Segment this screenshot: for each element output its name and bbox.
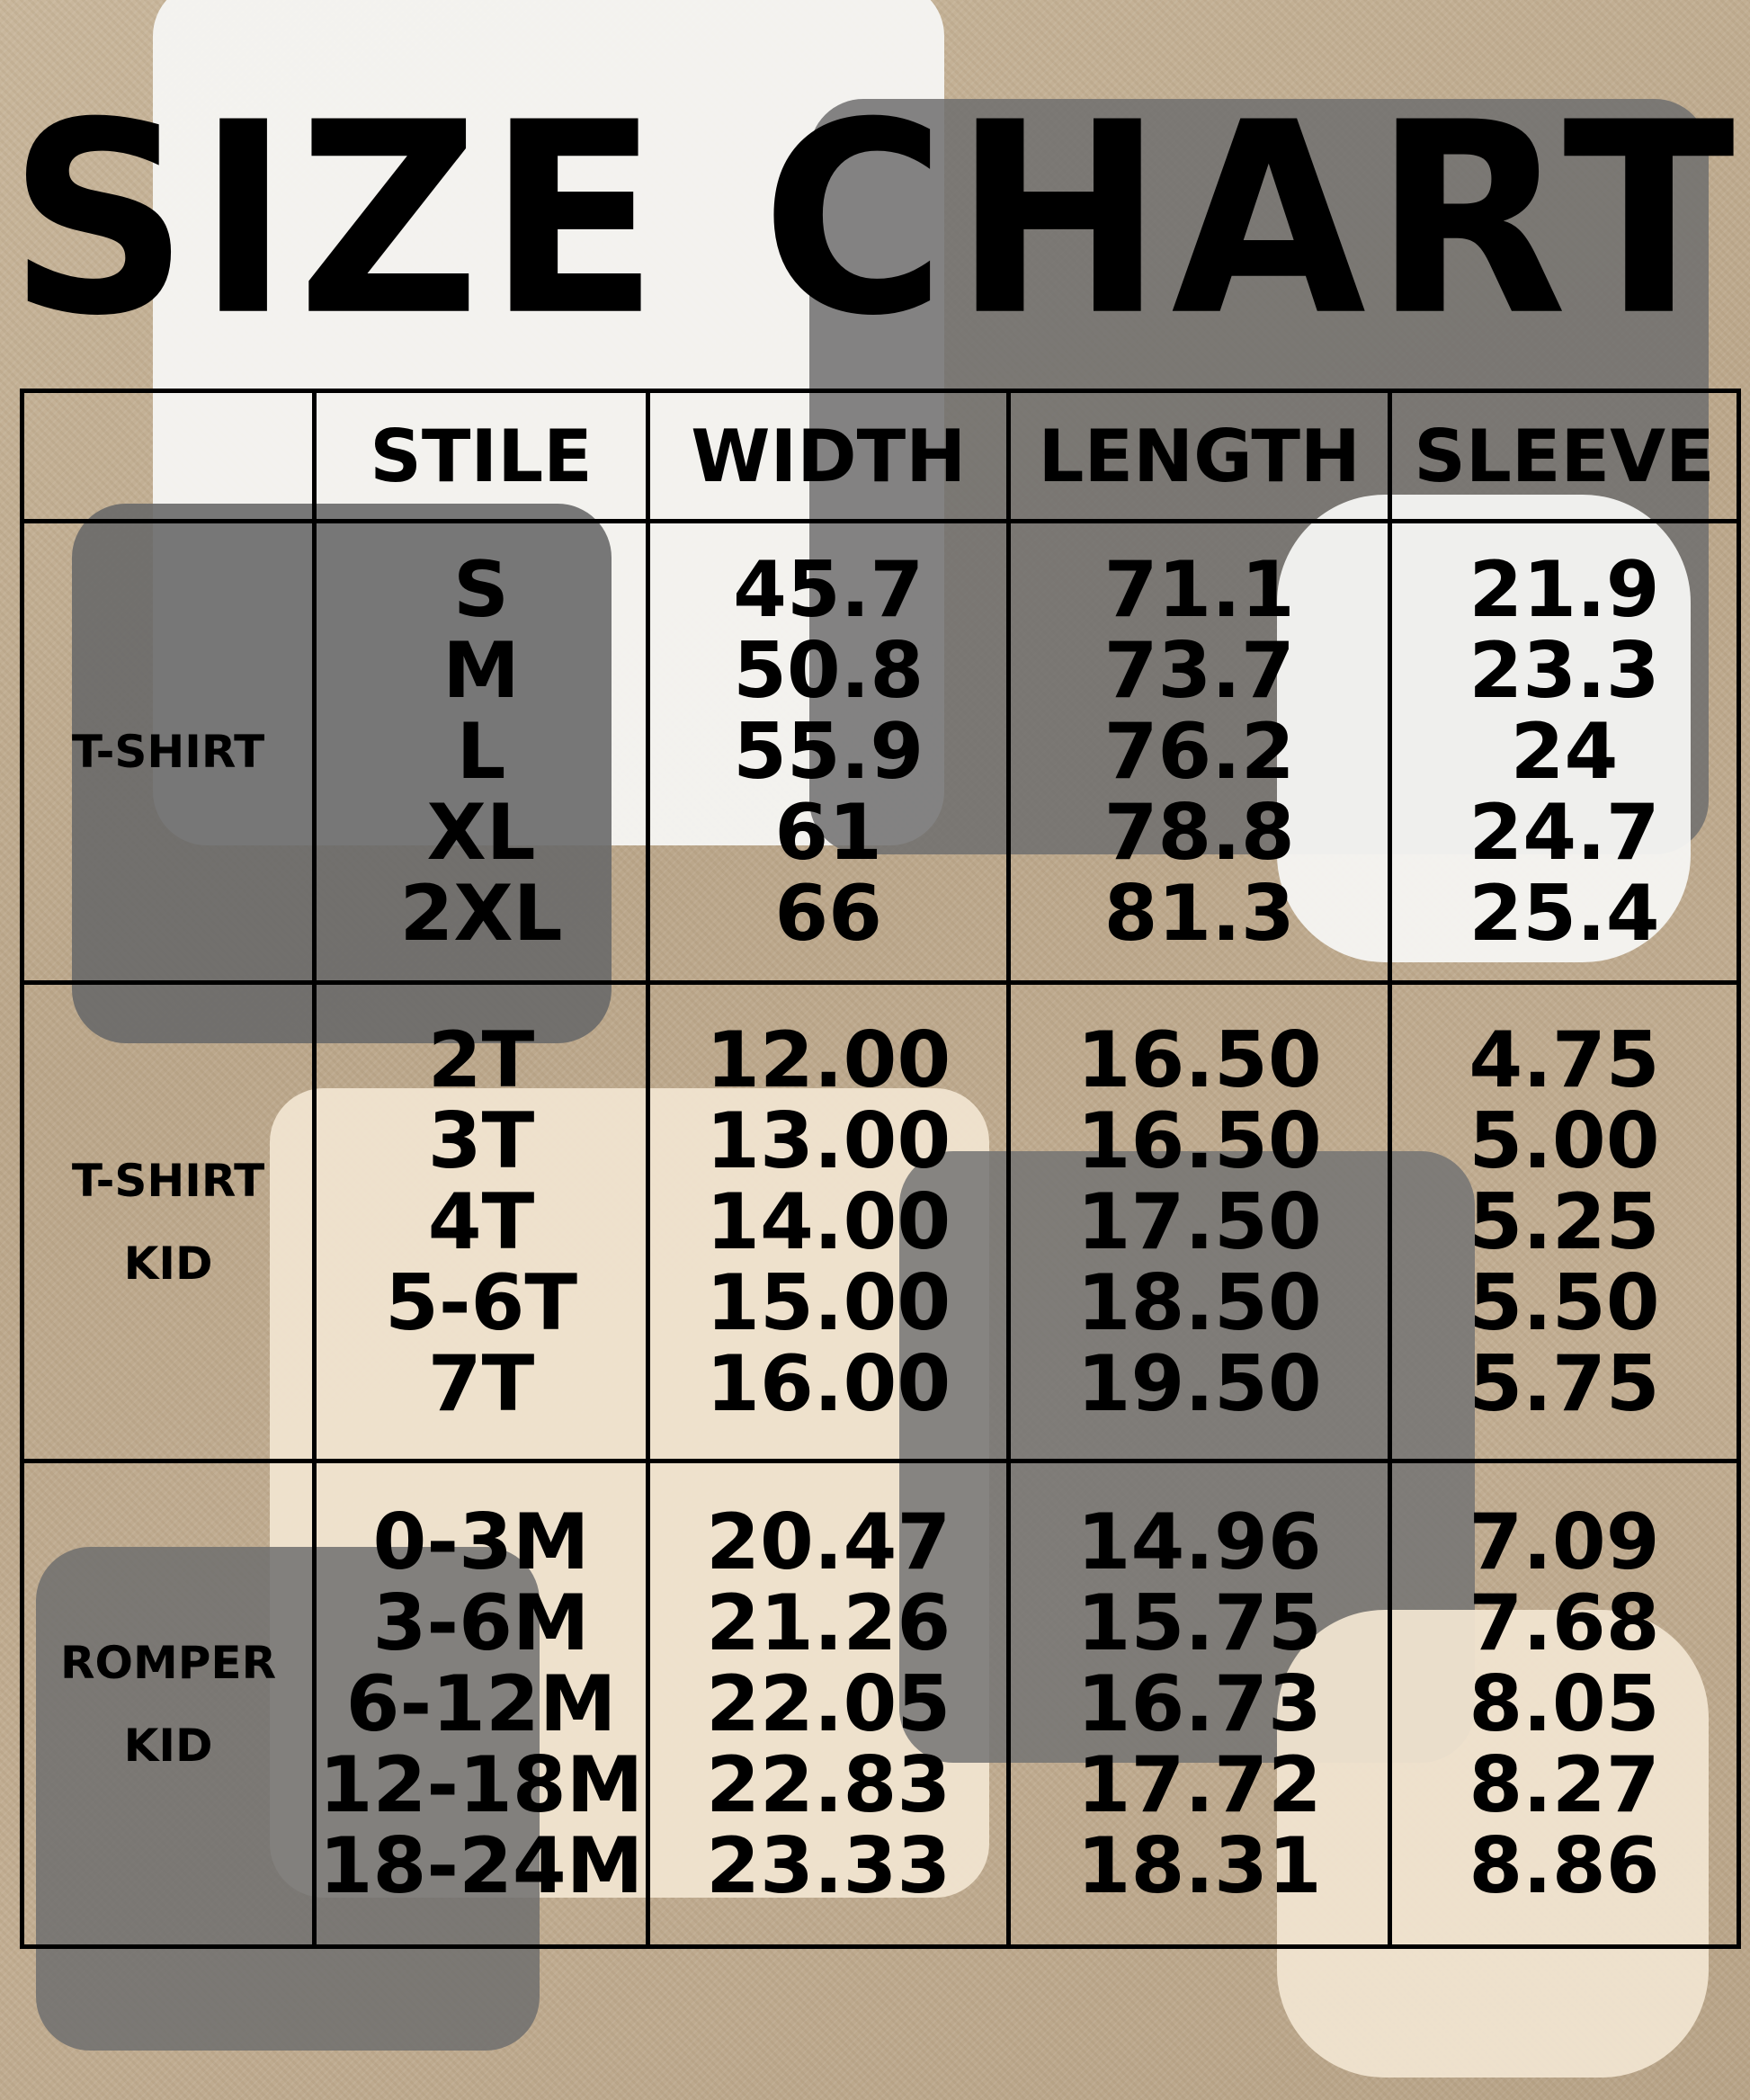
category-label: T-SHIRT (19, 519, 317, 985)
sleeve-value: 5.50 (1469, 1257, 1660, 1348)
sleeve-value: 24 (1510, 707, 1619, 797)
length-cell: 14.96 15.75 16.73 17.72 18.31 (1006, 1459, 1392, 1949)
length-value: 17.50 (1076, 1176, 1322, 1267)
category-text: ROMPER KID (60, 1636, 277, 1772)
width-value: 66 (774, 869, 883, 959)
length-value: 19.50 (1076, 1338, 1322, 1429)
width-cell: 12.00 13.00 14.00 15.00 16.00 (645, 980, 1012, 1463)
sizes-cell: 0-3M 3-6M 6-12M 12-18M 18-24M (312, 1459, 650, 1949)
width-cell: 45.7 50.8 55.9 61 66 (645, 519, 1012, 985)
table-row: T-SHIRT KID 2T 3T 4T 5-6T 7T 12.00 13.00 14.00 15… (19, 980, 1742, 1463)
table-row: T-SHIRT S M L XL 2XL 45.7 50.8 55.9 61 66 71.1 73.7 7… (19, 519, 1742, 985)
sleeve-value: 21.9 (1469, 545, 1660, 635)
sleeve-value: 5.00 (1469, 1095, 1660, 1186)
sizes-value: S (453, 545, 509, 635)
category-label: T-SHIRT KID (19, 980, 317, 1463)
column-header-sleeve: SLEEVE (1387, 389, 1742, 523)
sizes-value: L (456, 707, 506, 797)
length-value: 14.96 (1076, 1497, 1322, 1587)
width-value: 20.47 (706, 1497, 951, 1587)
sizes-value: 4T (427, 1176, 535, 1267)
width-value: 50.8 (733, 626, 924, 716)
length-value: 81.3 (1103, 869, 1295, 959)
width-value: 15.00 (706, 1257, 951, 1348)
sizes-value: 2XL (399, 869, 563, 959)
sleeve-value: 25.4 (1469, 869, 1660, 959)
sizes-value: M (442, 626, 520, 716)
width-value: 45.7 (733, 545, 924, 635)
column-header-width: WIDTH (645, 389, 1012, 523)
sizes-value: 5-6T (385, 1257, 578, 1348)
sleeve-value: 4.75 (1469, 1014, 1660, 1105)
length-value: 73.7 (1103, 626, 1295, 716)
width-value: 12.00 (706, 1014, 951, 1105)
sleeve-value: 23.3 (1469, 626, 1660, 716)
length-cell: 71.1 73.7 76.2 78.8 81.3 (1006, 519, 1392, 985)
sleeve-value: 8.86 (1469, 1820, 1660, 1911)
category-text: T-SHIRT (71, 726, 265, 778)
length-value: 16.50 (1076, 1014, 1322, 1105)
sizes-value: 12-18M (318, 1739, 644, 1830)
sizes-value: 0-3M (372, 1497, 590, 1587)
length-value: 18.50 (1076, 1257, 1322, 1348)
category-label: ROMPER KID (19, 1459, 317, 1949)
length-value: 76.2 (1103, 707, 1295, 797)
width-value: 16.00 (706, 1338, 951, 1429)
column-header-blank (19, 389, 317, 523)
sizes-value: 18-24M (318, 1820, 644, 1911)
width-value: 21.26 (706, 1577, 951, 1668)
sizes-cell: 2T 3T 4T 5-6T 7T (312, 980, 650, 1463)
column-header-stile: STILE (312, 389, 650, 523)
sizes-value: 6-12M (345, 1658, 617, 1749)
width-value: 23.33 (706, 1820, 951, 1911)
sleeve-cell: 21.9 23.3 24 24.7 25.4 (1387, 519, 1742, 985)
width-value: 22.05 (706, 1658, 951, 1749)
length-value: 16.73 (1076, 1658, 1322, 1749)
header-row: STILE WIDTH LENGTH SLEEVE (19, 389, 1742, 523)
length-value: 17.72 (1076, 1739, 1322, 1830)
length-cell: 16.50 16.50 17.50 18.50 19.50 (1006, 980, 1392, 1463)
width-value: 61 (774, 788, 883, 878)
sleeve-value: 5.75 (1469, 1338, 1660, 1429)
length-value: 71.1 (1103, 545, 1295, 635)
length-value: 15.75 (1076, 1577, 1322, 1668)
category-text: T-SHIRT KID (71, 1154, 265, 1290)
width-value: 22.83 (706, 1739, 951, 1830)
sizes-cell: S M L XL 2XL (312, 519, 650, 985)
length-value: 78.8 (1103, 788, 1295, 878)
sleeve-value: 24.7 (1469, 788, 1660, 878)
width-cell: 20.47 21.26 22.05 22.83 23.33 (645, 1459, 1012, 1949)
sizes-value: 7T (427, 1338, 535, 1429)
sizes-value: 3-6M (372, 1577, 590, 1668)
size-chart-title: SIZE CHART (7, 66, 1743, 375)
sleeve-value: 8.27 (1469, 1739, 1660, 1830)
sleeve-value: 7.09 (1469, 1497, 1660, 1587)
length-value: 16.50 (1076, 1095, 1322, 1186)
sleeve-value: 5.25 (1469, 1176, 1660, 1267)
sleeve-value: 8.05 (1469, 1658, 1660, 1749)
sizes-value: 2T (427, 1014, 535, 1105)
sizes-value: XL (426, 788, 536, 878)
length-value: 18.31 (1076, 1820, 1322, 1911)
sizes-value: 3T (427, 1095, 535, 1186)
sleeve-cell: 7.09 7.68 8.05 8.27 8.86 (1387, 1459, 1742, 1949)
sleeve-cell: 4.75 5.00 5.25 5.50 5.75 (1387, 980, 1742, 1463)
column-header-length: LENGTH (1006, 389, 1392, 523)
sleeve-value: 7.68 (1469, 1577, 1660, 1668)
size-table: STILE WIDTH LENGTH SLEEVE T-SHIRT S M L XL 2XL 45.… (19, 389, 1742, 1949)
width-value: 13.00 (706, 1095, 951, 1186)
table-row: ROMPER KID 0-3M 3-6M 6-12M 12-18M 18-24M 20.47… (19, 1459, 1742, 1949)
width-value: 55.9 (733, 707, 924, 797)
width-value: 14.00 (706, 1176, 951, 1267)
